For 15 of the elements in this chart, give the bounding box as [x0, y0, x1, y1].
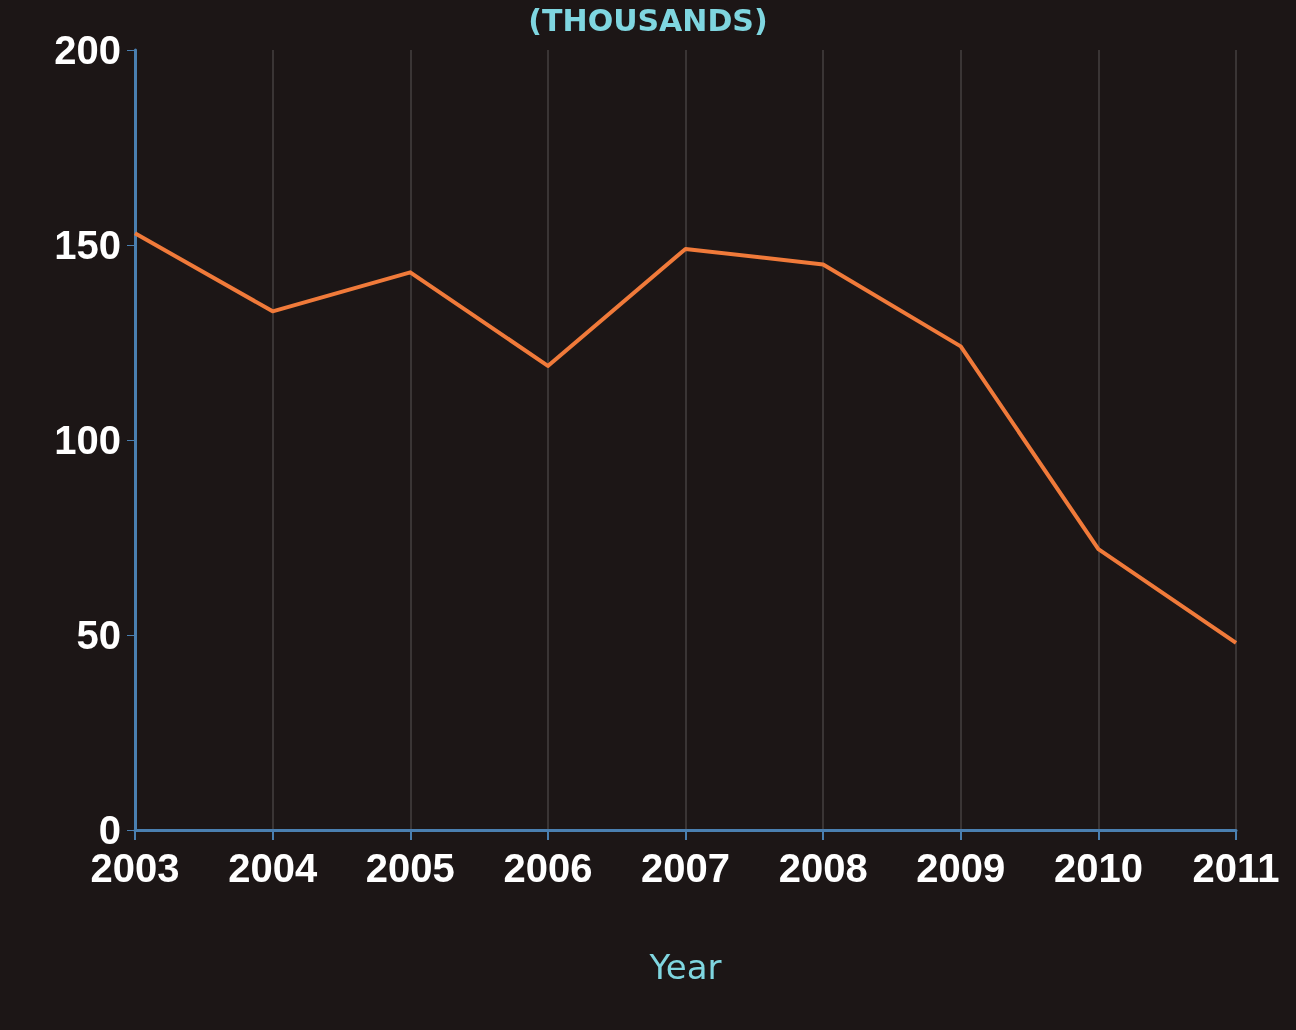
x-tick-label: 2005 — [365, 846, 455, 890]
x-tick-label: 2010 — [1053, 846, 1143, 890]
line-series — [133, 231, 1238, 645]
x-axis-title: Year — [648, 947, 722, 987]
x-tick-label: 2009 — [916, 846, 1006, 890]
y-tick-label: 150 — [54, 223, 121, 267]
y-tick-label: 50 — [76, 613, 121, 657]
x-tick-label: 2007 — [641, 846, 730, 890]
chart-title: (THOUSANDS) — [528, 2, 768, 38]
x-tick-label: 2008 — [778, 846, 868, 890]
y-tick-label: 100 — [54, 418, 121, 462]
x-tick-label: 2011 — [1192, 846, 1280, 890]
y-tick-label: 200 — [54, 28, 121, 72]
x-tick-label: 2004 — [228, 846, 318, 890]
x-tick-label: 2006 — [503, 846, 593, 890]
